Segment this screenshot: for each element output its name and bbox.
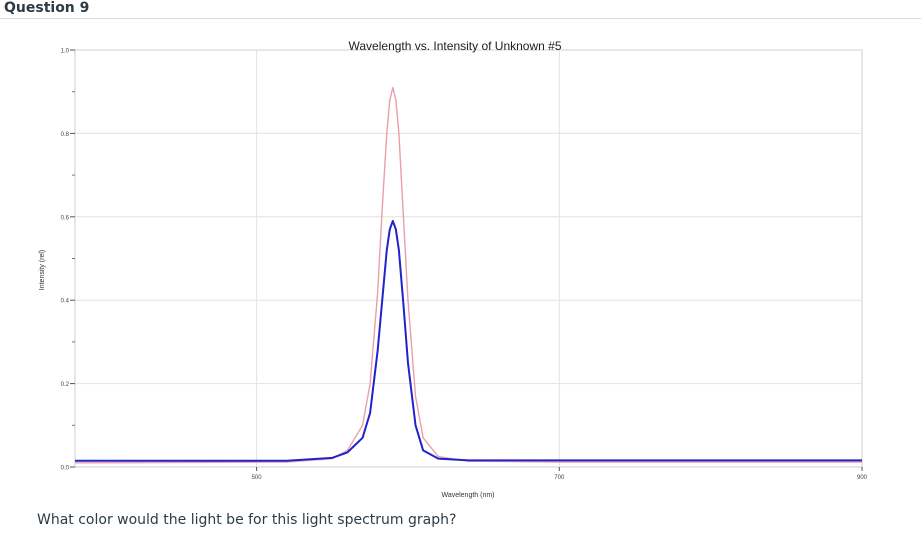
y-tick-label: 0.2 [61, 382, 70, 388]
question-title: Question 9 [4, 0, 90, 16]
series-line-2 [75, 219, 862, 462]
y-tick-label: 0.4 [61, 299, 70, 305]
y-tick-label: 0.8 [61, 132, 70, 138]
x-tick-label: 900 [857, 475, 868, 481]
spectrum-chart: 0.0 0.2 0.4 0.6 0.8 1.0 500 700 900 Wavelength v… [39, 39, 868, 499]
plot-area [74, 49, 863, 468]
question-prompt: What color would the light be for this l… [37, 512, 457, 528]
y-tick-label: 1.0 [61, 49, 70, 55]
axes: 0.0 0.2 0.4 0.6 0.8 1.0 500 700 900 [61, 49, 868, 482]
series-layer [74, 86, 862, 464]
y-axis-label: Intensity (rel) [39, 250, 46, 290]
x-tick-label: 700 [554, 475, 565, 481]
chart-title: Wavelength vs. Intensity of Unknown #5 [349, 39, 562, 53]
chart-container: 0.0 0.2 0.4 0.6 0.8 1.0 500 700 900 Wavelength v… [30, 30, 880, 505]
y-tick-label: 0.0 [61, 466, 70, 472]
grid [75, 50, 862, 467]
x-axis-label: Wavelength (nm) [441, 492, 494, 499]
question-header: Question 9 [0, 0, 921, 19]
x-tick-label: 500 [252, 475, 263, 481]
y-tick-label: 0.6 [61, 215, 70, 221]
